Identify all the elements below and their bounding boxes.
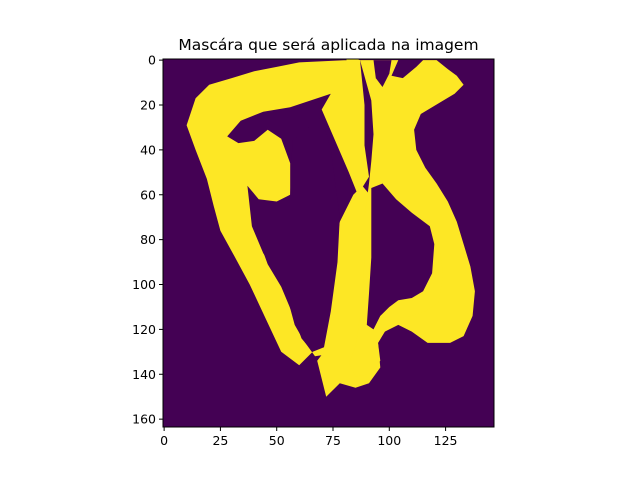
mask-region-left-arm [186, 59, 399, 397]
plot-area [162, 58, 495, 428]
y-tick-label: 60 [140, 187, 156, 202]
y-tick-label: 120 [132, 322, 156, 337]
y-tick-label: 80 [140, 232, 156, 247]
y-tick-label: 160 [132, 412, 156, 427]
y-axis: 0 20 40 60 80 100 120 140 160 [132, 53, 163, 427]
y-tick-label: 100 [132, 277, 156, 292]
mask-hole-top-notch [373, 60, 392, 87]
x-tick-label: 25 [212, 433, 228, 448]
x-axis: 0 25 50 75 100 125 [160, 427, 458, 448]
mask-layer [186, 59, 475, 397]
chart-title: Mascára que será aplicada na imagem [178, 36, 478, 54]
x-tick-label: 125 [434, 433, 458, 448]
y-tick-label: 140 [132, 367, 156, 382]
x-tick-label: 75 [325, 433, 341, 448]
y-tick-label: 20 [140, 98, 156, 113]
y-tick-label: 0 [148, 53, 156, 68]
y-tick-label: 40 [140, 142, 156, 157]
mask-hole-left-gap [256, 116, 340, 352]
plot-frame [162, 58, 495, 428]
x-tick-label: 50 [269, 433, 285, 448]
x-tick-label: 100 [377, 433, 401, 448]
mask-hole-right-gap [366, 183, 435, 330]
x-tick-label: 0 [160, 433, 168, 448]
